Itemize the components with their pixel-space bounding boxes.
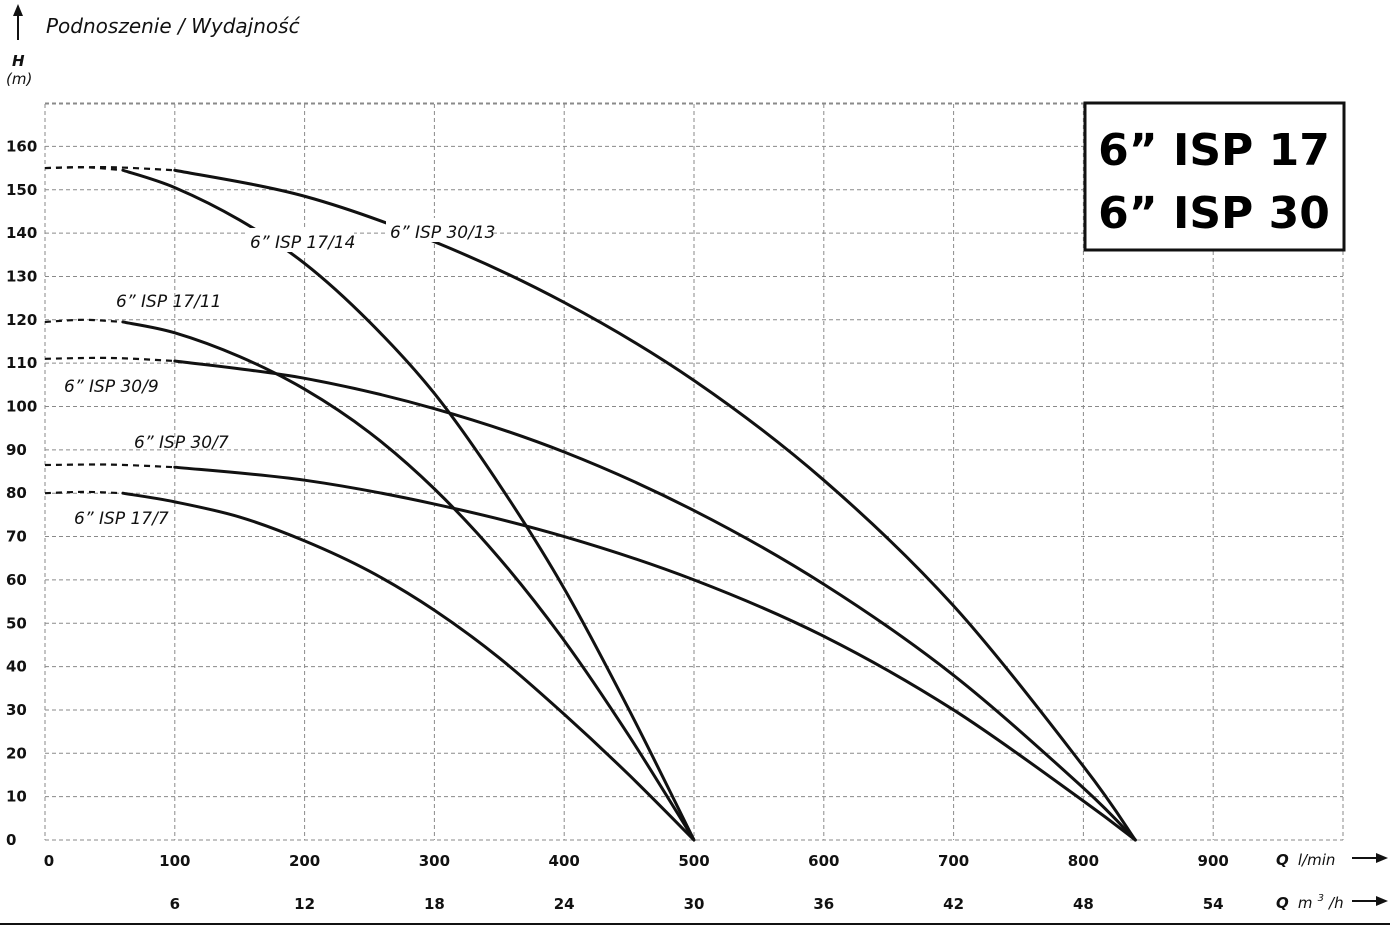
curve-6-isp-17-11 (121, 320, 696, 842)
x2-tick-label: 24 (554, 895, 575, 913)
y-tick-label: 20 (6, 744, 27, 762)
x2-tick-labels: 6 12 18 24 30 36 42 48 54 (170, 895, 1224, 913)
x-axis-secondary-label: Q m 3 /h (1276, 886, 1388, 912)
x-axis-q: Q (1276, 851, 1289, 869)
y-tick-labels: 0 10 20 30 40 50 60 70 80 90 100 110 120 130 140 150 160 (6, 137, 37, 849)
x2-tick-label: 42 (943, 895, 964, 913)
x-tick-label: 500 (678, 852, 709, 870)
label-isp17-11: 6” ISP 17/11 (116, 292, 221, 312)
curve-6-isp-30-13 (173, 168, 1137, 842)
y-tick-label: 130 (6, 267, 37, 285)
y-tick-label: 70 (6, 528, 27, 546)
curve-6-isp-30-7 (173, 465, 1137, 842)
x2-axis-q: Q (1276, 894, 1289, 912)
y-tick-label: 90 (6, 441, 27, 459)
x2-tick-label: 18 (424, 895, 445, 913)
x-tick-label: 900 (1198, 852, 1229, 870)
y-axis-symbol: H (12, 52, 25, 70)
y-tick-label: 100 (6, 398, 37, 416)
curve-6-isp-30-9-dashed-start (44, 356, 175, 363)
x-tick-label: 200 (289, 852, 320, 870)
model-box: 6” ISP 17 6” ISP 30 (1083, 101, 1346, 252)
pump-curves (44, 166, 1137, 842)
y-tick-label: 0 (6, 831, 16, 849)
y-tick-label: 160 (6, 137, 37, 155)
x-arrow-head-icon (1376, 853, 1388, 863)
curve-labels: 6” ISP 17/14 6” ISP 30/13 6” ISP 17/11 6… (64, 218, 495, 529)
curve-6-isp-30-9 (173, 359, 1137, 842)
y-axis-header: Podnoszenie / Wydajność H (m) (6, 4, 301, 88)
x2-tick-label: 36 (813, 895, 834, 913)
svg-text:Q m 3 /h: Q m 3 /h (1276, 886, 1344, 912)
y-tick-label: 120 (6, 311, 37, 329)
x-tick-label: 800 (1068, 852, 1099, 870)
x2-arrow-head-icon (1376, 896, 1388, 906)
x-axis-unit: l/min (1298, 851, 1336, 869)
x-tick-label: 600 (808, 852, 839, 870)
x2-tick-label: 6 (170, 895, 180, 913)
label-isp30-13: 6” ISP 30/13 (390, 223, 495, 243)
x2-axis-unit-sup: 3 (1318, 893, 1324, 904)
y-axis-unit: (m) (6, 70, 32, 88)
label-isp30-7: 6” ISP 30/7 (134, 433, 229, 453)
curve-6-isp-17-14 (121, 168, 696, 842)
y-tick-label: 80 (6, 484, 27, 502)
x-tick-label: 100 (159, 852, 190, 870)
y-tick-label: 110 (6, 354, 37, 372)
x2-tick-label: 30 (684, 895, 705, 913)
label-isp17-14: 6” ISP 17/14 (250, 233, 355, 253)
x-tick-label: 400 (549, 852, 580, 870)
x2-axis-unit-tail: /h (1327, 894, 1344, 912)
x2-axis-unit-base: m (1298, 894, 1313, 912)
y-tick-label: 30 (6, 701, 27, 719)
x2-tick-label: 48 (1073, 895, 1094, 913)
curve-6-isp-17-14-dashed-start (44, 166, 123, 172)
x-tick-label: 300 (419, 852, 450, 870)
y-tick-label: 40 (6, 658, 27, 676)
x2-tick-label: 54 (1203, 895, 1224, 913)
label-isp17-7: 6” ISP 17/7 (74, 509, 169, 529)
model-line-2: 6” ISP 30 (1098, 188, 1330, 239)
chart-title: Podnoszenie / Wydajność (46, 14, 301, 38)
y-tick-label: 150 (6, 181, 37, 199)
curve-6-isp-30-7-dashed-start (44, 463, 175, 469)
y-tick-label: 140 (6, 224, 37, 242)
x-tick-label: 700 (938, 852, 969, 870)
y-tick-label: 60 (6, 571, 27, 589)
svg-text:Q l/min: Q l/min (1276, 850, 1335, 869)
curve-6-isp-17-7 (121, 491, 696, 842)
curve-6-isp-17-11-dashed-start (44, 318, 123, 324)
x-tick-label: 0 (44, 852, 54, 870)
y-tick-label: 50 (6, 614, 27, 632)
y-arrow-head-icon (13, 4, 23, 16)
x-axis-primary-label: Q l/min (1276, 850, 1388, 869)
curve-6-isp-30-13-dashed-start (44, 166, 175, 172)
x2-tick-label: 12 (294, 895, 315, 913)
x-tick-labels: 0 100 200 300 400 500 600 700 800 900 (44, 852, 1229, 870)
y-tick-label: 10 (6, 788, 27, 806)
model-line-1: 6” ISP 17 (1098, 125, 1330, 176)
label-isp30-9: 6” ISP 30/9 (64, 377, 159, 397)
curve-6-isp-17-7-dashed-start (44, 490, 123, 495)
